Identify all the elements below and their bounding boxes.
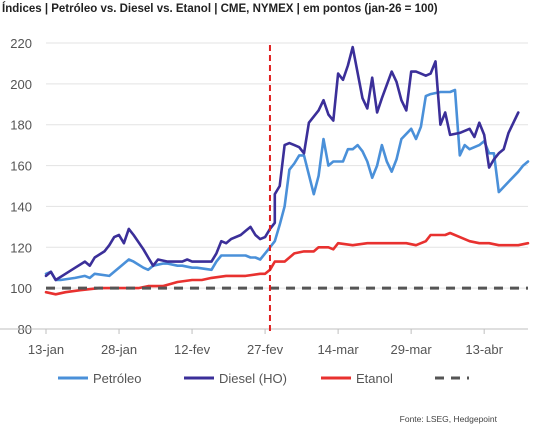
x-tick-label: 29-mar [391,342,433,357]
x-tick-label: 14-mar [318,342,360,357]
series-line-1 [44,45,520,282]
y-tick-label: 100 [10,281,32,296]
series-line-2 [44,231,530,296]
series-lines [44,45,530,296]
y-tick-label: 200 [10,77,32,92]
x-tick-label: 28-jan [101,342,137,357]
x-tick-label: 13-abr [465,342,503,357]
legend-label-1: Diesel (HO) [219,371,287,386]
x-tick-label: 27-fev [247,342,284,357]
x-tick-labels: 13-jan 28-jan 12-fev 27-fev 14-mar 29-mar 13-a… [28,329,504,357]
chart-title: Índices | Petróleo vs. Diesel vs. Etanol… [2,3,438,15]
y-gridlines [46,42,528,289]
legend-label-2: Etanol [356,371,393,386]
y-tick-label: 160 [10,159,32,174]
legend: Petróleo Diesel (HO) Etanol [58,371,469,386]
source-note: Fonte: LSEG, Hedgepoint [399,414,497,424]
y-tick-label: 140 [10,199,32,214]
y-tick-label: 180 [10,118,32,133]
x-tick-label: 12-fev [174,342,211,357]
y-tick-label: 120 [10,240,32,255]
series-line-0 [44,88,530,282]
legend-label-0: Petróleo [93,371,141,386]
x-tick-label: 13-jan [28,342,64,357]
y-tick-label: 220 [10,36,32,51]
